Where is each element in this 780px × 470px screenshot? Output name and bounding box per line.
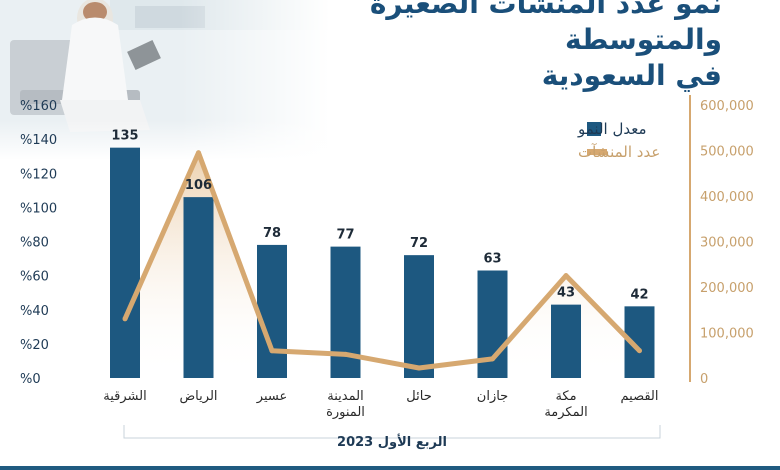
right-tick-label: 0 <box>700 372 708 387</box>
count-series-line <box>122 150 642 371</box>
category-label: الرياض <box>179 389 217 404</box>
right-tick-label: 600,000 <box>700 99 754 114</box>
category-label: مكة المكرمة <box>544 389 587 420</box>
bar-2 <box>257 244 287 378</box>
left-tick-label: %160 <box>20 99 57 114</box>
line-point-6 <box>563 273 569 279</box>
bottom-border <box>0 466 780 470</box>
title-line-1: نمو عدد المنشآت الصغيرة والمتوسطة <box>369 0 722 56</box>
quarter-bracket <box>123 425 661 439</box>
right-tick-label: 100,000 <box>700 327 754 342</box>
bar-1 <box>183 197 214 378</box>
legend-line-swatch <box>587 149 607 155</box>
bar-value-label: 106 <box>185 178 212 193</box>
right-tick-label: 400,000 <box>700 190 754 205</box>
legend-bar-swatch <box>587 122 601 136</box>
left-tick-label: %100 <box>20 201 57 216</box>
line-area-fill <box>125 152 640 378</box>
bar-6 <box>551 304 581 378</box>
category-label: جازان <box>477 389 508 404</box>
title-line-2: في السعودية <box>541 59 722 92</box>
chart-title: نمو عدد المنشآت الصغيرة والمتوسطة في الس… <box>292 0 722 94</box>
legend-count-label: عدد المنشآت <box>578 143 660 161</box>
right-tick-label: 500,000 <box>700 145 754 160</box>
category-label: حائل <box>406 389 431 404</box>
line-point-0 <box>122 316 128 322</box>
bar-value-label: 63 <box>483 252 501 267</box>
legend: معدل النمو عدد المنشآت <box>577 120 660 161</box>
left-tick-label: %0 <box>20 372 41 387</box>
bar-4 <box>404 255 434 378</box>
line-point-1 <box>196 150 201 156</box>
left-tick-label: %140 <box>20 133 57 148</box>
bar-value-label: 42 <box>630 287 648 302</box>
left-tick-label: %20 <box>20 338 49 353</box>
header-photo <box>0 0 330 160</box>
x-axis-label: الربع الأول 2023 <box>337 433 447 450</box>
right-tick-label: 300,000 <box>700 236 754 251</box>
line-point-7 <box>637 348 642 354</box>
left-tick-label: %80 <box>20 236 49 251</box>
line-point-2 <box>269 348 275 354</box>
left-tick-label: %120 <box>20 167 57 182</box>
bar-value-label: 77 <box>336 228 354 243</box>
right-tick-label: 200,000 <box>700 281 754 296</box>
bar-value-label: 135 <box>111 129 138 144</box>
line-point-4 <box>416 365 422 371</box>
category-label: القصيم <box>621 389 659 404</box>
line-point-3 <box>343 351 348 357</box>
category-label: الشرقية <box>103 389 146 404</box>
legend-growth-label: معدل النمو <box>577 120 647 138</box>
category-label: المدينة المنورة <box>326 389 365 420</box>
bar-0 <box>110 147 140 378</box>
line-point-5 <box>490 356 495 362</box>
left-tick-label: %40 <box>20 304 49 319</box>
bar-value-label: 43 <box>557 286 575 301</box>
bar-value-label: 78 <box>263 226 281 241</box>
bar-value-label: 72 <box>410 236 428 251</box>
category-label: عسير <box>256 389 287 404</box>
left-tick-label: %60 <box>20 270 49 285</box>
